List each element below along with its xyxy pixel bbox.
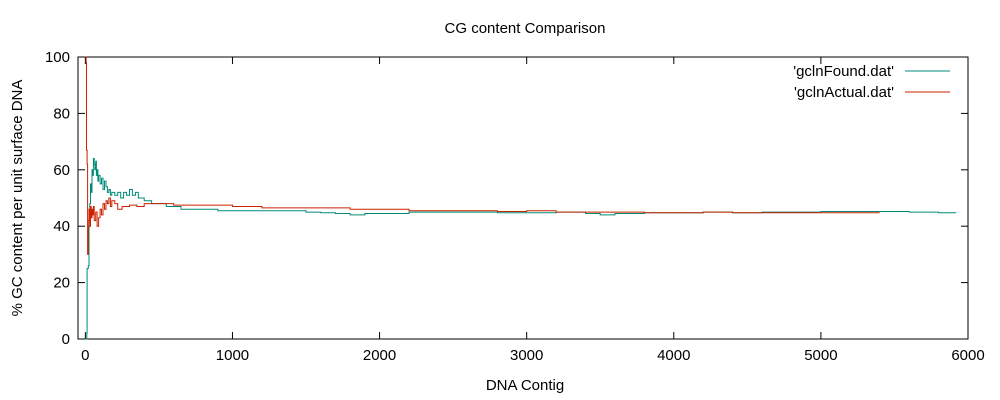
legend-label: 'gclnFound.dat' bbox=[793, 63, 894, 80]
chart-title: CG content Comparison bbox=[445, 20, 606, 37]
y-tick-label: 40 bbox=[53, 218, 70, 235]
plot-frame bbox=[77, 56, 969, 340]
y-tick-label: 80 bbox=[53, 105, 70, 122]
x-tick-label: 1000 bbox=[216, 347, 249, 364]
y-tick-label: 20 bbox=[53, 275, 70, 292]
legend-label: 'gclnActual.dat' bbox=[794, 84, 894, 101]
y-axis-label: % GC content per unit surface DNA bbox=[9, 80, 26, 317]
series-gclnfound-line bbox=[85, 158, 957, 340]
x-tick-label: 4000 bbox=[657, 347, 690, 364]
x-tick-label: 5000 bbox=[804, 347, 837, 364]
x-tick-label: 6000 bbox=[951, 347, 984, 364]
legend: 'gclnFound.dat' 'gclnActual.dat' bbox=[793, 63, 950, 101]
series-group bbox=[85, 56, 957, 340]
y-tick-label: 100 bbox=[45, 49, 70, 66]
x-axis-label: DNA Contig bbox=[486, 377, 564, 394]
axes: 0 1000 2000 3000 4000 5000 6000 0 20 40 60 80 100 bbox=[45, 49, 985, 364]
x-tick-label: 3000 bbox=[510, 347, 543, 364]
x-tick-label: 2000 bbox=[363, 347, 396, 364]
y-tick-label: 0 bbox=[62, 331, 70, 348]
x-tick-label: 0 bbox=[81, 347, 89, 364]
series-gclnactual-line bbox=[85, 56, 880, 255]
y-tick-label: 60 bbox=[53, 162, 70, 179]
